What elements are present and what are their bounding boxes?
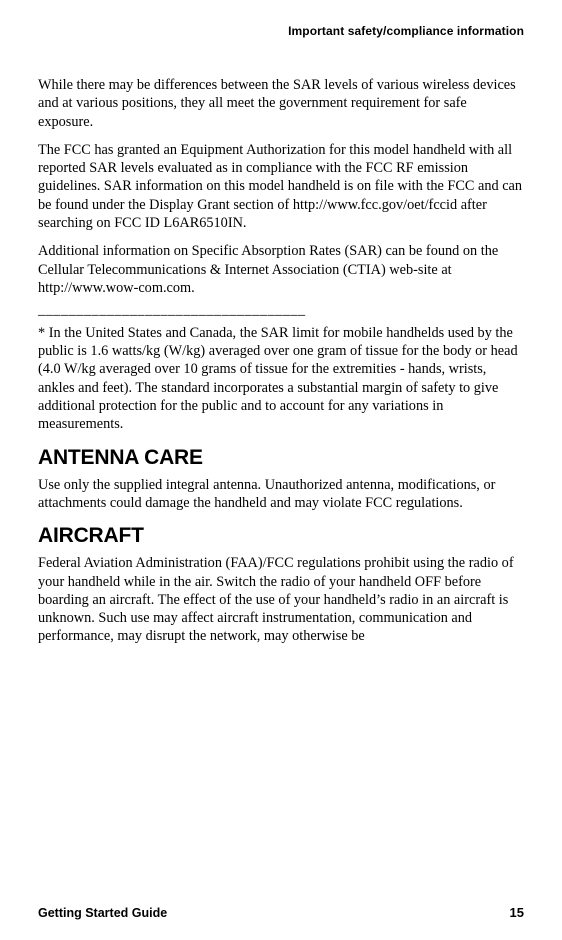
body-paragraph: Federal Aviation Administration (FAA)/FC… (38, 554, 524, 645)
body-paragraph: The FCC has granted an Equipment Authori… (38, 141, 524, 232)
section-heading-aircraft: AIRCRAFT (38, 524, 524, 548)
footer-page-number: 15 (510, 905, 524, 920)
body-paragraph: Use only the supplied integral antenna. … (38, 476, 524, 513)
running-header: Important safety/compliance information (38, 24, 524, 38)
section-heading-antenna-care: ANTENNA CARE (38, 446, 524, 470)
body-paragraph: While there may be differences between t… (38, 76, 524, 131)
text-separator: ___________________________________ (38, 301, 524, 320)
page-footer: Getting Started Guide 15 (38, 905, 524, 920)
body-paragraph-footnote: * In the United States and Canada, the S… (38, 324, 524, 434)
footer-document-title: Getting Started Guide (38, 906, 167, 920)
body-paragraph: Additional information on Specific Absor… (38, 242, 524, 297)
